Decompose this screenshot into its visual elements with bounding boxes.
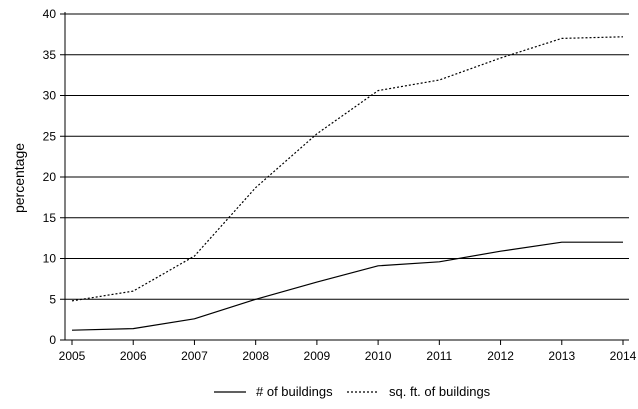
series-line-sq-ft-of-buildings: [71, 36, 624, 302]
x-tick-labels: 2005 2006 2007 2008 2009 2010 2011 2012 2013 2014: [59, 349, 637, 363]
y-tick-labels: 0 5 10 15 20 25 30 35 40: [43, 7, 57, 347]
x-tick-label-2012: 2012: [487, 349, 514, 363]
x-tick-label-2013: 2013: [548, 349, 575, 363]
y-tick-label-30: 30: [43, 89, 57, 103]
x-tick-label-2010: 2010: [365, 349, 392, 363]
series-lines: [71, 36, 624, 331]
x-tick-label-2009: 2009: [304, 349, 331, 363]
x-tick-label-2008: 2008: [242, 349, 269, 363]
legend-label-0: # of buildings: [256, 384, 333, 399]
x-tick-label-2007: 2007: [181, 349, 208, 363]
grid-lines: [65, 13, 629, 300]
y-tick-label-15: 15: [43, 211, 57, 225]
x-tick-label-2011: 2011: [426, 349, 452, 363]
x-tick-label-2014: 2014: [610, 349, 637, 363]
y-tick-label-40: 40: [43, 7, 57, 21]
series-line-number-of-buildings: [71, 241, 623, 331]
y-tick-label-10: 10: [43, 252, 57, 266]
y-tick-label-35: 35: [43, 48, 57, 62]
y-tick-label-20: 20: [43, 170, 57, 184]
y-tick-label-25: 25: [43, 129, 57, 143]
legend-label-1: sq. ft. of buildings: [389, 384, 491, 399]
y-tick-label-0: 0: [49, 333, 56, 347]
legend: # of buildings sq. ft. of buildings: [214, 384, 491, 399]
y-tick-label-5: 5: [49, 292, 56, 306]
x-tick-label-2006: 2006: [120, 349, 147, 363]
x-tick-label-2005: 2005: [59, 349, 86, 363]
y-axis-title: percentage: [11, 143, 27, 213]
axes: [60, 12, 629, 345]
